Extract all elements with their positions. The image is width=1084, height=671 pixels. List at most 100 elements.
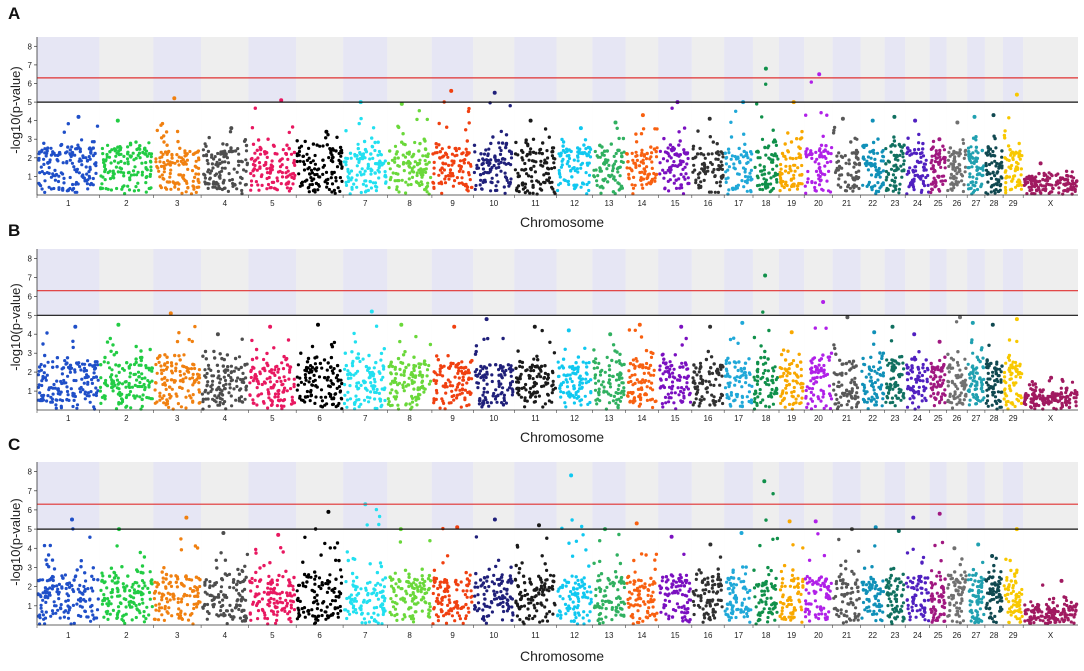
snp-point bbox=[85, 394, 89, 398]
snp-point bbox=[971, 183, 975, 187]
snp-point bbox=[712, 383, 716, 387]
snp-point bbox=[460, 369, 464, 373]
snp-point bbox=[668, 170, 672, 174]
snp-point bbox=[686, 367, 690, 371]
snp-point bbox=[339, 154, 343, 158]
snp-point bbox=[187, 370, 191, 374]
snp-point bbox=[576, 159, 580, 163]
snp-point bbox=[575, 396, 579, 400]
snp-point bbox=[926, 173, 930, 178]
snp-point bbox=[136, 170, 140, 174]
snp-point bbox=[796, 166, 800, 170]
snp-point bbox=[1057, 191, 1061, 195]
snp-point bbox=[134, 185, 138, 189]
snp-point bbox=[559, 165, 564, 169]
snp-point bbox=[503, 175, 508, 179]
snp-point bbox=[498, 364, 503, 368]
snp-point bbox=[184, 406, 188, 410]
snp-point bbox=[721, 401, 725, 406]
snp-point bbox=[573, 183, 577, 187]
snp-point bbox=[181, 161, 185, 165]
snp-point bbox=[128, 371, 132, 375]
snp-point bbox=[435, 145, 439, 149]
snp-point bbox=[204, 375, 208, 379]
snp-point bbox=[500, 157, 504, 161]
snp-point bbox=[542, 180, 546, 184]
snp-point bbox=[547, 135, 551, 139]
snp-point bbox=[714, 377, 718, 381]
snp-point bbox=[307, 190, 311, 194]
snp-point bbox=[782, 397, 786, 401]
snp-point bbox=[230, 178, 234, 182]
snp-point bbox=[474, 349, 478, 354]
snp-point bbox=[461, 387, 465, 392]
chromosome-band bbox=[343, 249, 388, 316]
snp-point bbox=[943, 166, 947, 170]
snp-point bbox=[800, 182, 804, 186]
snp-point bbox=[892, 135, 896, 139]
y-tick-label: 5 bbox=[28, 98, 33, 107]
snp-point bbox=[914, 151, 919, 156]
snp-point bbox=[102, 360, 106, 364]
snp-point bbox=[308, 376, 312, 380]
snp-point bbox=[679, 183, 684, 187]
snp-point bbox=[702, 178, 706, 182]
snp-point bbox=[320, 366, 324, 370]
snp-point bbox=[877, 166, 881, 171]
snp-point bbox=[144, 364, 148, 368]
snp-point bbox=[54, 398, 58, 402]
snp-point bbox=[237, 152, 241, 156]
snp-point bbox=[167, 149, 171, 154]
snp-point bbox=[347, 171, 351, 175]
snp-point bbox=[705, 386, 709, 390]
snp-point bbox=[401, 162, 405, 166]
snp-point bbox=[124, 385, 128, 389]
snp-point bbox=[292, 377, 296, 381]
snp-point bbox=[874, 192, 878, 196]
snp-point bbox=[551, 388, 555, 392]
snp-point bbox=[528, 150, 532, 154]
snp-point bbox=[307, 156, 311, 160]
snp-point bbox=[371, 126, 376, 130]
snp-point bbox=[258, 152, 263, 156]
snp-point bbox=[736, 368, 740, 373]
snp-point bbox=[265, 167, 269, 171]
snp-point bbox=[717, 373, 721, 377]
snp-point bbox=[190, 339, 194, 344]
snp-point bbox=[252, 366, 256, 370]
snp-point bbox=[718, 180, 722, 184]
snp-point bbox=[879, 170, 883, 174]
peak-snp-point bbox=[608, 332, 613, 337]
snp-point bbox=[83, 397, 87, 401]
y-tick-label: 3 bbox=[28, 135, 33, 144]
snp-point bbox=[905, 192, 909, 196]
snp-point bbox=[843, 180, 847, 184]
snp-point bbox=[968, 172, 972, 176]
snp-point bbox=[48, 158, 52, 162]
snp-point bbox=[972, 161, 976, 165]
snp-point bbox=[779, 162, 783, 167]
snp-point bbox=[108, 177, 113, 181]
snp-point bbox=[210, 162, 214, 166]
snp-point bbox=[237, 163, 241, 167]
snp-point bbox=[616, 170, 620, 174]
snp-point bbox=[448, 380, 452, 384]
chromosome-band bbox=[1023, 37, 1078, 103]
snp-point bbox=[62, 130, 66, 134]
snp-point bbox=[694, 366, 698, 370]
snp-point bbox=[344, 363, 348, 368]
snp-point bbox=[390, 158, 394, 162]
snp-point bbox=[598, 373, 603, 377]
snp-point bbox=[424, 170, 428, 174]
snp-point bbox=[810, 156, 814, 160]
snp-point bbox=[729, 157, 733, 161]
snp-point bbox=[545, 178, 549, 182]
snp-point bbox=[767, 144, 771, 148]
panel-b: B 1 2 3 4 5 6 7 8 9 10 11 12 13 14 15 16 17 18 19 20 21 22 23 2… bbox=[8, 221, 1079, 445]
snp-point bbox=[164, 367, 168, 371]
snp-point bbox=[884, 147, 888, 151]
snp-point bbox=[401, 153, 405, 157]
snp-point bbox=[177, 155, 181, 159]
snp-point bbox=[148, 174, 152, 178]
snp-point bbox=[921, 154, 926, 158]
